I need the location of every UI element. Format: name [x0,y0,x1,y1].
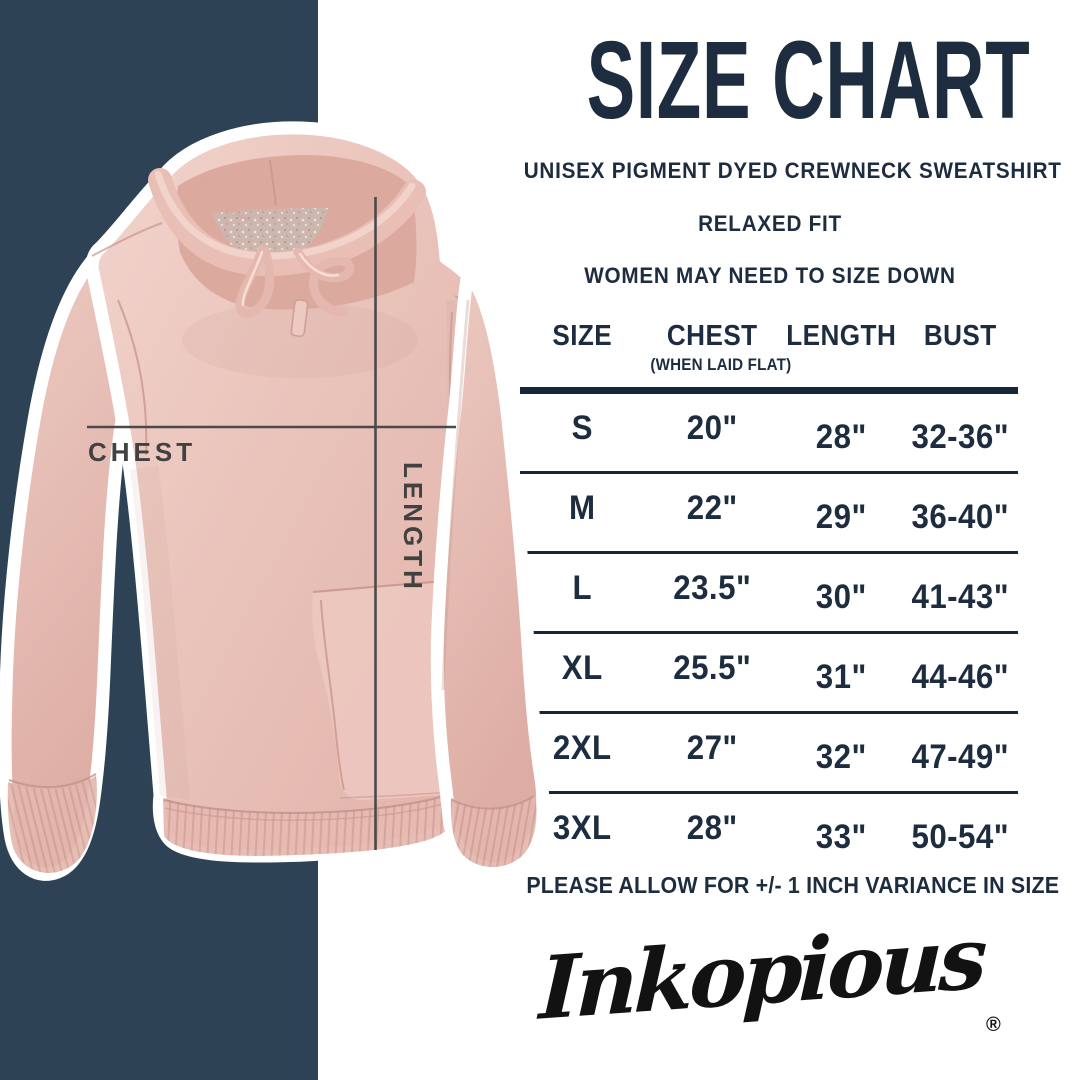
cell-size: XL [561,649,603,687]
cell-size: 3XL [552,809,612,847]
table-row: S 20" 28" 32-36" [520,394,1018,474]
cell-bust: 41-43" [911,578,1010,616]
cell-bust: 32-36" [911,418,1010,456]
size-table-header: SIZE CHEST (WHEN LAID FLAT) LENGTH BUST [520,320,1018,394]
table-row: M 22" 29" 36-40" [520,474,1018,554]
cell-chest: 28" [686,809,738,847]
header-block: SIZE CHART UNISEX PIGMENT DYED CREWNECK … [508,0,1062,289]
cell-length: 30" [815,578,867,616]
cell-size: M [568,489,596,527]
cell-length: 28" [815,418,867,456]
column-header-chest: CHEST (WHEN LAID FLAT) [649,320,791,374]
cell-bust: 44-46" [911,658,1010,696]
cell-chest: 25.5" [672,649,751,687]
subtitle-product: UNISEX PIGMENT DYED CREWNECK SWEATSHIRT [523,158,1062,183]
cell-bust: 50-54" [911,818,1010,856]
size-table: SIZE CHEST (WHEN LAID FLAT) LENGTH BUST … [520,320,1018,874]
cell-length: 33" [815,818,867,856]
registered-trademark-icon: ® [986,1014,1001,1036]
page-title: SIZE CHART [586,19,1031,143]
subtitle-sizing-note: WOMEN MAY NEED TO SIZE DOWN [584,263,956,288]
cell-size: L [572,569,593,607]
table-row: XL 25.5" 31" 44-46" [520,634,1018,714]
cell-length: 31" [815,658,867,696]
cell-length: 32" [815,738,867,776]
cell-bust: 36-40" [911,498,1010,536]
cell-chest: 27" [686,729,738,767]
table-row: L 23.5" 30" 41-43" [520,554,1018,634]
subtitle-fit: RELAXED FIT [698,211,842,236]
table-row: 3XL 28" 33" 50-54" [520,794,1018,874]
cell-length: 29" [815,498,867,536]
length-measure-label: LENGTH [398,462,428,593]
cell-size: S [571,409,593,447]
column-header-length: LENGTH [786,320,897,352]
brand-logo: Inkopious® [508,907,1032,1040]
cell-bust: 47-49" [911,738,1010,776]
table-row: 2XL 27" 32" 47-49" [520,714,1018,794]
navy-side-panel [0,0,318,1080]
cell-size: 2XL [552,729,612,767]
brand-logo-text: Inkopious [537,907,986,1040]
cell-chest: 22" [686,489,738,527]
cell-chest: 23.5" [672,569,751,607]
column-header-size: SIZE [552,320,613,352]
variance-note: PLEASE ALLOW FOR +/- 1 INCH VARIANCE IN … [526,872,1060,898]
column-header-bust: BUST [924,320,998,352]
cell-chest: 20" [686,409,738,447]
